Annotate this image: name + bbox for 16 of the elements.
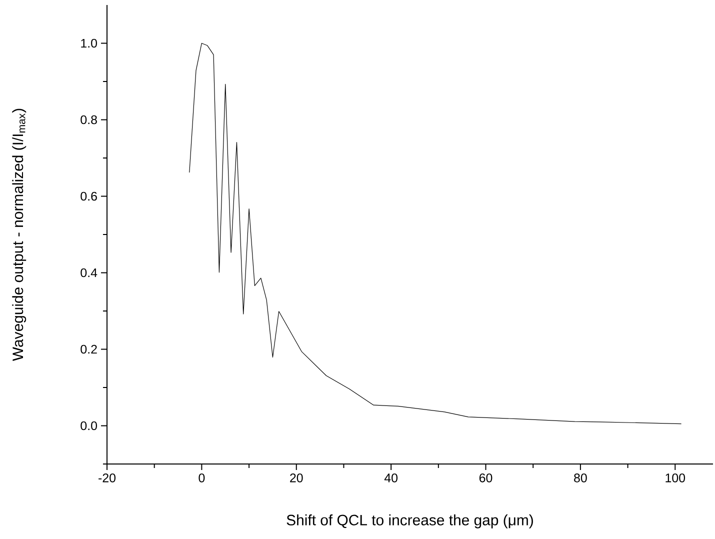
y-tick-label: 0.6	[80, 192, 97, 201]
x-tick-label: 80	[574, 474, 587, 482]
y-axis-title: Waveguide output - normalized (I/I$_{max}$)	[12, 108, 26, 361]
y-tick-label: 0.0	[80, 421, 97, 430]
y-tick-label: 0.4	[80, 268, 98, 278]
x-axis-title: Shift of QCL to increase the gap (μm)	[286, 514, 533, 528]
y-tick-label: 0.8	[80, 115, 97, 124]
x-tick-label: 100	[666, 474, 686, 482]
x-tick-label: 0	[198, 474, 205, 482]
y-tick-label: 1.0	[81, 38, 97, 48]
y-tick-label: 0.2	[80, 344, 97, 354]
x-tick-label: 60	[479, 474, 492, 482]
x-tick-label: -20	[98, 474, 116, 482]
x-tick-label: 40	[384, 474, 398, 482]
x-tick-label: 20	[290, 474, 303, 482]
line-series	[189, 42, 682, 424]
